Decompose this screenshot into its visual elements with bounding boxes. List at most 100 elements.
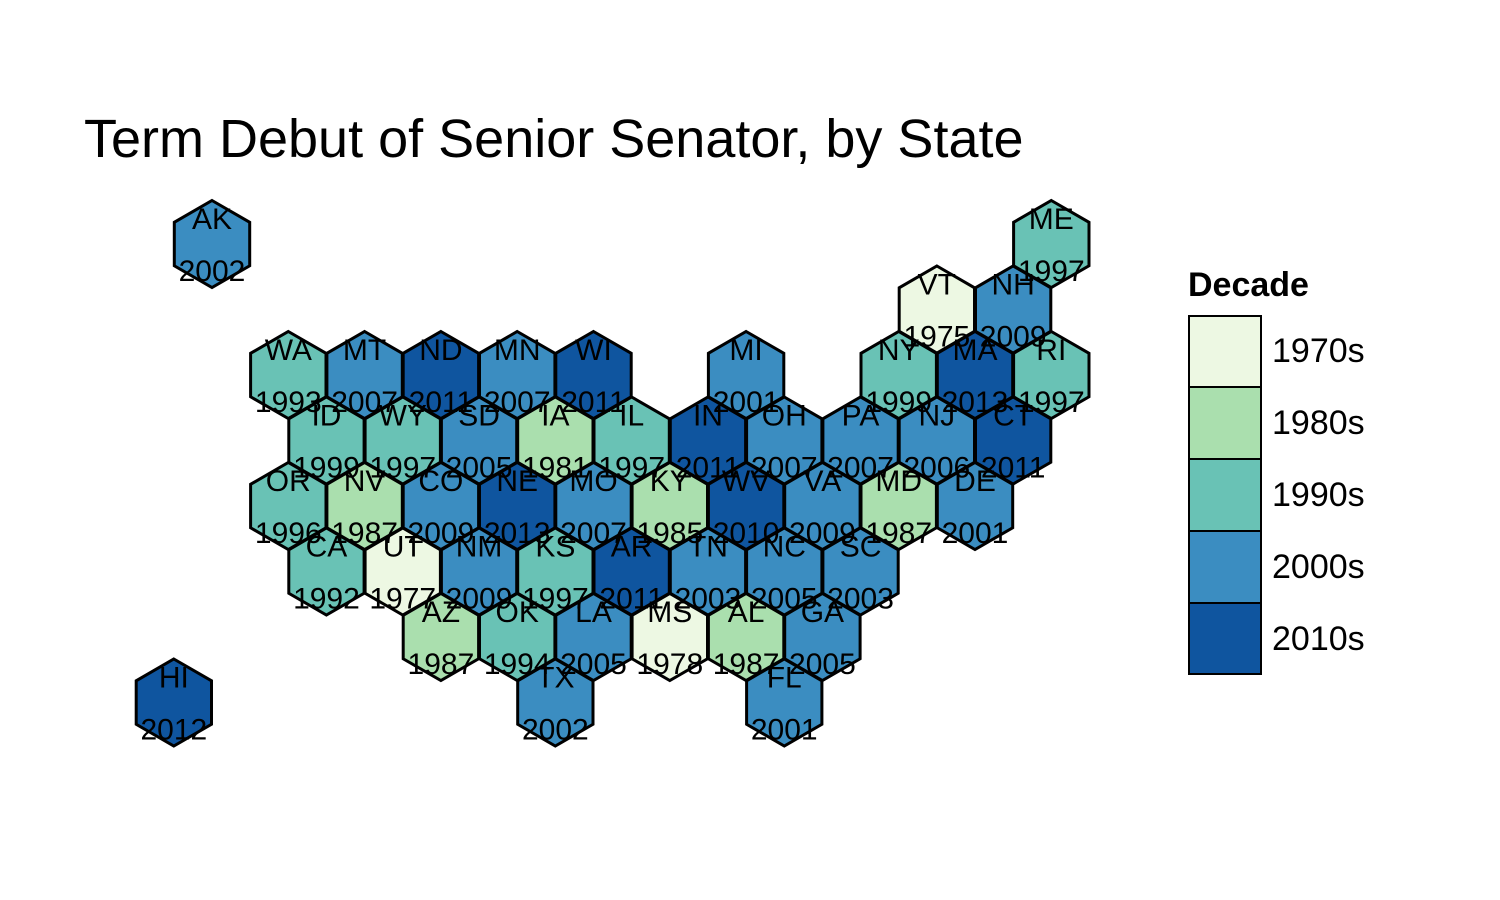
state-hex-hi bbox=[134, 657, 213, 748]
state-hex-ak bbox=[172, 198, 252, 290]
state-abbr-label: UT bbox=[383, 531, 423, 564]
legend-label: 2000s bbox=[1272, 547, 1365, 586]
state-year-label: 2009 bbox=[980, 321, 1047, 354]
state-abbr-label: DE bbox=[954, 465, 996, 498]
legend-swatch bbox=[1188, 531, 1262, 603]
state-abbr-label: WY bbox=[379, 400, 427, 433]
state-year-label: 2013 bbox=[484, 517, 551, 550]
state-year-label: 2011 bbox=[561, 386, 626, 419]
state-abbr-label: CT bbox=[993, 400, 1033, 433]
state-year-label: 1997 bbox=[1018, 386, 1085, 419]
state-abbr-label: MD bbox=[875, 465, 922, 498]
state-year-label: 1987 bbox=[331, 517, 398, 550]
state-tile bbox=[172, 198, 252, 290]
state-tile bbox=[516, 657, 595, 748]
state-hex-fl bbox=[745, 657, 824, 748]
state-abbr-label: AR bbox=[611, 531, 653, 564]
state-abbr-label: NM bbox=[456, 531, 503, 564]
state-abbr-label: NV bbox=[344, 465, 386, 498]
state-abbr-label: MI bbox=[729, 334, 762, 367]
state-year-label: 2002 bbox=[522, 714, 589, 747]
state-abbr-label: IL bbox=[619, 400, 644, 433]
state-year-label: 1999 bbox=[293, 452, 360, 485]
state-abbr-label: CO bbox=[418, 465, 463, 498]
legend-label: 1970s bbox=[1272, 331, 1365, 370]
state-abbr-label: MO bbox=[569, 465, 617, 498]
state-abbr-label: ND bbox=[419, 334, 462, 367]
state-abbr-label: IA bbox=[541, 400, 569, 433]
legend: Decade 1970s 1980s 1990s 2000s 2010s bbox=[1188, 266, 1365, 675]
state-year-label: 2001 bbox=[751, 714, 818, 747]
legend-label: 1990s bbox=[1272, 475, 1365, 514]
state-year-label: 2011 bbox=[599, 583, 664, 616]
state-year-label: 2005 bbox=[446, 452, 513, 485]
state-year-label: 2007 bbox=[827, 452, 894, 485]
state-year-label: 2005 bbox=[789, 648, 856, 681]
state-year-label: 2007 bbox=[560, 517, 627, 550]
hex-tiles: AK 2002 ME 1997 VT 1975 NH 2009 WA 1993 MT 2007 ND 20… bbox=[134, 198, 1091, 748]
state-abbr-label: LA bbox=[575, 596, 612, 629]
state-year-label: 1981 bbox=[522, 452, 589, 485]
state-year-label: 2001 bbox=[942, 517, 1009, 550]
legend-swatch bbox=[1188, 315, 1262, 387]
state-year-label: 2007 bbox=[331, 386, 398, 419]
state-year-label: 1977 bbox=[369, 583, 436, 616]
state-abbr-label: WA bbox=[265, 334, 312, 367]
state-abbr-label: GA bbox=[801, 596, 844, 629]
state-abbr-label: FL bbox=[767, 662, 802, 695]
state-abbr-label: KS bbox=[535, 531, 575, 564]
state-abbr-label: MT bbox=[343, 334, 386, 367]
state-year-label: 1997 bbox=[369, 452, 436, 485]
state-year-label: 2003 bbox=[675, 583, 742, 616]
state-abbr-label: ID bbox=[311, 400, 341, 433]
state-year-label: 2011 bbox=[676, 452, 741, 485]
state-year-label: 1987 bbox=[408, 648, 475, 681]
state-year-label: 2011 bbox=[409, 386, 474, 419]
map-title: Term Debut of Senior Senator, by State bbox=[84, 109, 1024, 169]
state-year-label: 1997 bbox=[1018, 255, 1085, 288]
state-year-label: 1987 bbox=[865, 517, 932, 550]
state-year-label: 1993 bbox=[255, 386, 322, 419]
legend-item-1980s: 1980s bbox=[1188, 387, 1365, 459]
state-abbr-label: NC bbox=[763, 531, 806, 564]
state-tile bbox=[935, 460, 1015, 552]
state-year-label: 1975 bbox=[903, 321, 970, 354]
state-abbr-label: MA bbox=[953, 334, 998, 367]
state-abbr-label: AL bbox=[728, 596, 765, 629]
state-abbr-label: VT bbox=[918, 269, 956, 302]
state-abbr-label: NH bbox=[991, 269, 1034, 302]
state-year-label: 1997 bbox=[522, 583, 589, 616]
legend-title: Decade bbox=[1188, 266, 1309, 304]
state-year-label: 1996 bbox=[255, 517, 322, 550]
state-abbr-label: WI bbox=[575, 334, 612, 367]
state-abbr-label: OR bbox=[266, 465, 311, 498]
state-year-label: 2002 bbox=[179, 255, 246, 288]
legend-swatch bbox=[1188, 387, 1262, 459]
state-abbr-label: SC bbox=[840, 531, 882, 564]
state-abbr-label: AK bbox=[192, 203, 232, 236]
state-abbr-label: PA bbox=[842, 400, 880, 433]
legend-item-2010s: 2010s bbox=[1188, 603, 1365, 675]
state-abbr-label: MS bbox=[647, 596, 692, 629]
legend-label: 2010s bbox=[1272, 619, 1365, 658]
state-abbr-label: CA bbox=[306, 531, 348, 564]
state-abbr-label: WV bbox=[722, 465, 770, 498]
state-year-label: 2012 bbox=[140, 714, 207, 747]
state-abbr-label: OH bbox=[762, 400, 807, 433]
state-tile bbox=[134, 657, 213, 748]
state-abbr-label: NE bbox=[496, 465, 538, 498]
state-abbr-label: NJ bbox=[919, 400, 956, 433]
legend-items: 1970s 1980s 1990s 2000s 2010s bbox=[1188, 315, 1365, 675]
state-hex-tx bbox=[516, 657, 595, 748]
state-year-label: 2009 bbox=[446, 583, 513, 616]
legend-swatch bbox=[1188, 459, 1262, 531]
state-abbr-label: KY bbox=[650, 465, 690, 498]
state-abbr-label: AZ bbox=[422, 596, 460, 629]
state-year-label: 2010 bbox=[713, 517, 780, 550]
state-year-label: 1992 bbox=[293, 583, 360, 616]
legend-item-2000s: 2000s bbox=[1188, 531, 1365, 603]
state-year-label: 1987 bbox=[713, 648, 780, 681]
state-year-label: 2006 bbox=[903, 452, 970, 485]
state-year-label: 2009 bbox=[789, 517, 856, 550]
